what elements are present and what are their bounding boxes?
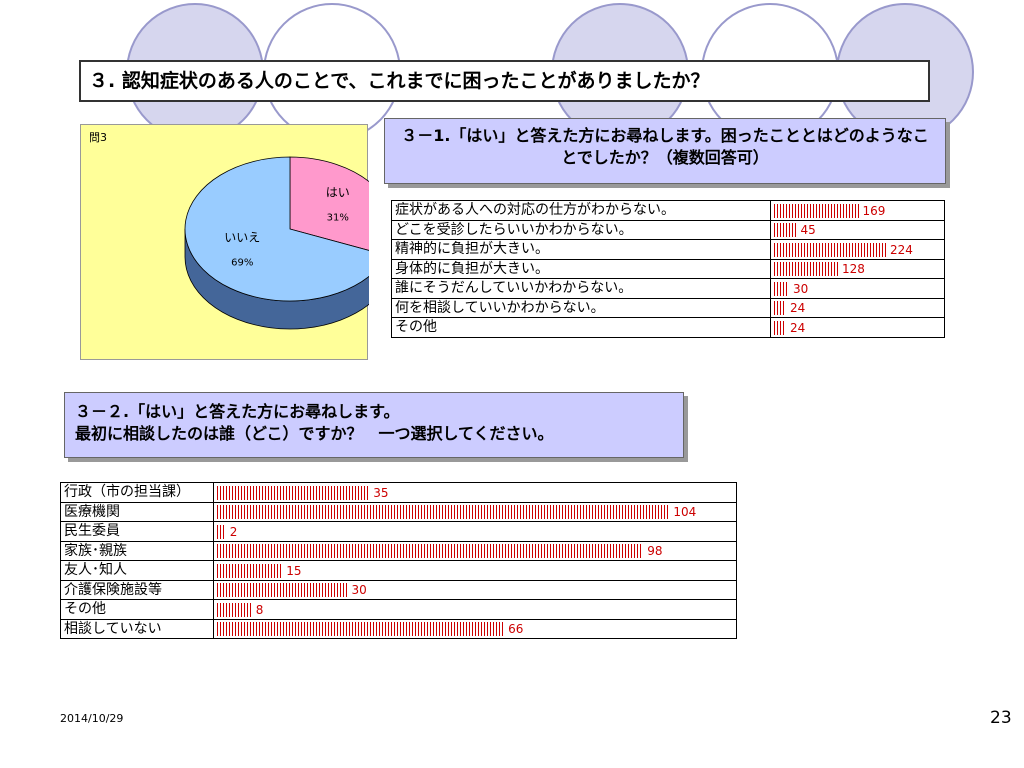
bar bbox=[774, 223, 797, 237]
table-row: 誰にそうだんしていいかわからない。 30 bbox=[391, 278, 945, 299]
bar bbox=[217, 544, 644, 558]
bar-value-label: 2 bbox=[229, 524, 238, 539]
question-3-2-box: ３－２.「はい」と答えた方にお尋ねします。 最初に相談したのは誰（どこ）ですか？… bbox=[64, 392, 684, 458]
footer-date: 2014/10/29 bbox=[60, 712, 124, 725]
row-bar-cell: 2 bbox=[213, 521, 737, 542]
table-row: 何を相談していいかわからない。 24 bbox=[391, 297, 945, 318]
row-label: その他 bbox=[391, 317, 771, 338]
row-bar-cell: 128 bbox=[770, 258, 945, 279]
bar-value-label: 30 bbox=[351, 583, 367, 597]
row-label: 医療機関 bbox=[60, 501, 214, 522]
bar bbox=[774, 320, 786, 335]
bar-value-label: 30 bbox=[793, 281, 809, 296]
pie-slice-いいえ bbox=[184, 156, 369, 302]
table-row: 友人･知人 15 bbox=[60, 560, 737, 581]
question-3-2-line2: 最初に相談したのは誰（どこ）ですか？ 一つ選択してください。 bbox=[75, 424, 554, 443]
table-row: 行政（市の担当課） 35 bbox=[60, 482, 737, 503]
bar-value-label: 169 bbox=[862, 203, 886, 218]
page-number: 23 bbox=[990, 708, 1012, 728]
bar-value-label: 35 bbox=[373, 485, 389, 500]
bar bbox=[774, 262, 838, 276]
table-row: 症状がある人への対応の仕方がわからない。 169 bbox=[391, 200, 945, 221]
table-row: 民生委員 2 bbox=[60, 521, 737, 542]
row-bar-cell: 104 bbox=[213, 501, 737, 522]
row-bar-cell: 35 bbox=[213, 482, 737, 503]
question-3-2-line1: ３－２.「はい」と答えた方にお尋ねします。 bbox=[75, 402, 400, 421]
question-3-1-box: ３－1.「はい」と答えた方にお尋ねします。困ったこととはどのようなことでしたか？… bbox=[384, 118, 946, 184]
row-label: 民生委員 bbox=[60, 521, 214, 542]
bar bbox=[217, 505, 670, 519]
slide-title: ３. 認知症状のある人のことで、これまでに困ったことがありましたか？ bbox=[79, 60, 930, 102]
row-bar-cell: 66 bbox=[213, 618, 737, 639]
table-row: その他 8 bbox=[60, 599, 737, 620]
bar bbox=[774, 281, 789, 296]
pie-label-いいえ: いいえ bbox=[224, 230, 260, 244]
bar bbox=[217, 602, 252, 617]
bar-value-label: 8 bbox=[255, 602, 264, 617]
row-label: 行政（市の担当課） bbox=[60, 482, 214, 503]
table-row: 相談していない 66 bbox=[60, 618, 737, 639]
bar-value-label: 98 bbox=[647, 544, 663, 558]
table-row: 家族･親族 98 bbox=[60, 540, 737, 561]
table-row: 精神的に負担が大きい。 224 bbox=[391, 239, 945, 260]
question-3-1-table: 症状がある人への対応の仕方がわからない。 169 どこを受診したらいいかわからない。… bbox=[391, 200, 945, 338]
pie-percent-いいえ: 69% bbox=[231, 257, 253, 268]
table-row: 身体的に負担が大きい。 128 bbox=[391, 258, 945, 279]
row-label: 相談していない bbox=[60, 618, 214, 639]
pie-chart-panel: 問3 はい 31% いいえ 69% bbox=[80, 124, 369, 360]
bar bbox=[217, 485, 370, 500]
pie-chart-title: 問3 bbox=[89, 131, 107, 144]
question-3-2-table: 行政（市の担当課） 35 医療機関 104 民生委員 2 家族･親族 98 友人･知人 15 介護保… bbox=[60, 482, 737, 639]
bar bbox=[217, 563, 283, 578]
bar bbox=[217, 583, 348, 597]
row-bar-cell: 45 bbox=[770, 219, 945, 240]
bar-value-label: 45 bbox=[800, 223, 816, 237]
row-bar-cell: 8 bbox=[213, 599, 737, 620]
table-row: 介護保険施設等 30 bbox=[60, 579, 737, 600]
row-label: どこを受診したらいいかわからない。 bbox=[391, 219, 771, 240]
row-bar-cell: 30 bbox=[213, 579, 737, 600]
row-bar-cell: 24 bbox=[770, 297, 945, 318]
bar bbox=[217, 622, 505, 636]
pie-label-はい: はい bbox=[326, 186, 350, 200]
bar bbox=[217, 524, 226, 539]
question-3-1-text: ３－1.「はい」と答えた方にお尋ねします。困ったこととはどのようなことでしたか？… bbox=[401, 126, 929, 167]
bar-value-label: 128 bbox=[842, 262, 865, 276]
row-bar-cell: 169 bbox=[770, 200, 945, 221]
row-label: 精神的に負担が大きい。 bbox=[391, 239, 771, 260]
pie-chart: はい 31% いいえ 69% bbox=[184, 156, 369, 330]
row-label: 友人･知人 bbox=[60, 560, 214, 581]
bar-value-label: 104 bbox=[673, 505, 697, 519]
bar-value-label: 224 bbox=[890, 242, 913, 257]
bar bbox=[774, 301, 786, 315]
bar-value-label: 24 bbox=[790, 301, 806, 315]
row-label: その他 bbox=[60, 599, 214, 620]
bar bbox=[774, 242, 886, 257]
row-bar-cell: 98 bbox=[213, 540, 737, 561]
row-bar-cell: 224 bbox=[770, 239, 945, 260]
bar-value-label: 15 bbox=[286, 563, 302, 578]
row-label: 症状がある人への対応の仕方がわからない。 bbox=[391, 200, 771, 221]
table-row: どこを受診したらいいかわからない。 45 bbox=[391, 219, 945, 240]
row-bar-cell: 15 bbox=[213, 560, 737, 581]
row-label: 誰にそうだんしていいかわからない。 bbox=[391, 278, 771, 299]
pie-percent-はい: 31% bbox=[327, 213, 349, 224]
row-label: 介護保険施設等 bbox=[60, 579, 214, 600]
row-bar-cell: 30 bbox=[770, 278, 945, 299]
row-label: 何を相談していいかわからない。 bbox=[391, 297, 771, 318]
row-label: 家族･親族 bbox=[60, 540, 214, 561]
row-bar-cell: 24 bbox=[770, 317, 945, 338]
bar-value-label: 24 bbox=[790, 320, 806, 335]
table-row: 医療機関 104 bbox=[60, 501, 737, 522]
table-row: その他 24 bbox=[391, 317, 945, 338]
row-label: 身体的に負担が大きい。 bbox=[391, 258, 771, 279]
pie-slice-はい bbox=[289, 156, 369, 251]
bar bbox=[774, 203, 859, 218]
bar-value-label: 66 bbox=[508, 622, 524, 636]
